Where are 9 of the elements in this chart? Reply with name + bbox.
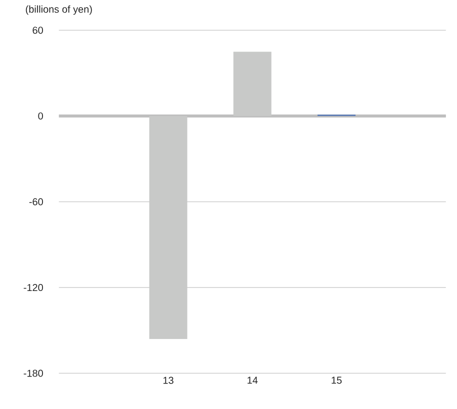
y-tick-label: 0 [38,112,43,120]
x-tick-label: 13 [163,376,174,384]
y-tick-label: -60 [29,198,43,206]
x-tick-label: 14 [248,376,258,384]
x-tick-label: 15 [332,376,342,384]
y-tick-label: -180 [24,370,43,377]
y-tick-label: -120 [24,284,43,292]
y-tick-label: 60 [32,26,43,34]
y-axis-title: (billions of yen) [26,5,92,15]
